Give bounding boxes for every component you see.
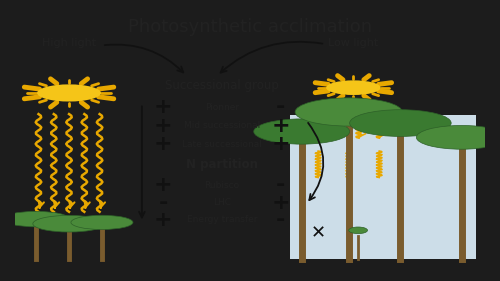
Text: -: - [276,175,285,195]
Text: -: - [276,210,285,230]
Ellipse shape [326,80,380,95]
Text: Late successional: Late successional [182,140,262,149]
Text: LHC: LHC [213,198,231,207]
Text: +: + [154,116,172,136]
Ellipse shape [33,216,105,232]
Text: Mid successional: Mid successional [184,121,260,130]
Text: +: + [154,210,172,230]
Text: Photosynthetic acclimation: Photosynthetic acclimation [128,18,372,36]
Text: Energy transfer: Energy transfer [186,215,257,224]
Text: -: - [158,192,168,212]
Ellipse shape [254,119,350,144]
Ellipse shape [416,125,500,149]
Ellipse shape [295,98,403,126]
Text: High light: High light [42,38,96,48]
Ellipse shape [71,215,133,230]
Text: +: + [271,192,290,212]
Text: +: + [271,135,290,155]
Ellipse shape [37,84,101,101]
Text: +: + [154,135,172,155]
Text: +: + [154,98,172,117]
Text: Rubisco: Rubisco [204,181,240,190]
Text: +: + [154,175,172,195]
Ellipse shape [348,227,368,234]
Ellipse shape [350,110,451,137]
Text: +: + [271,116,290,136]
Text: Pionner: Pionner [204,103,239,112]
Ellipse shape [2,211,70,227]
Text: ✕: ✕ [310,224,326,242]
FancyBboxPatch shape [290,115,476,259]
Text: Low light: Low light [328,38,378,48]
Text: Successional group: Successional group [165,78,278,92]
Text: N partition: N partition [186,158,258,171]
Text: -: - [276,98,285,117]
